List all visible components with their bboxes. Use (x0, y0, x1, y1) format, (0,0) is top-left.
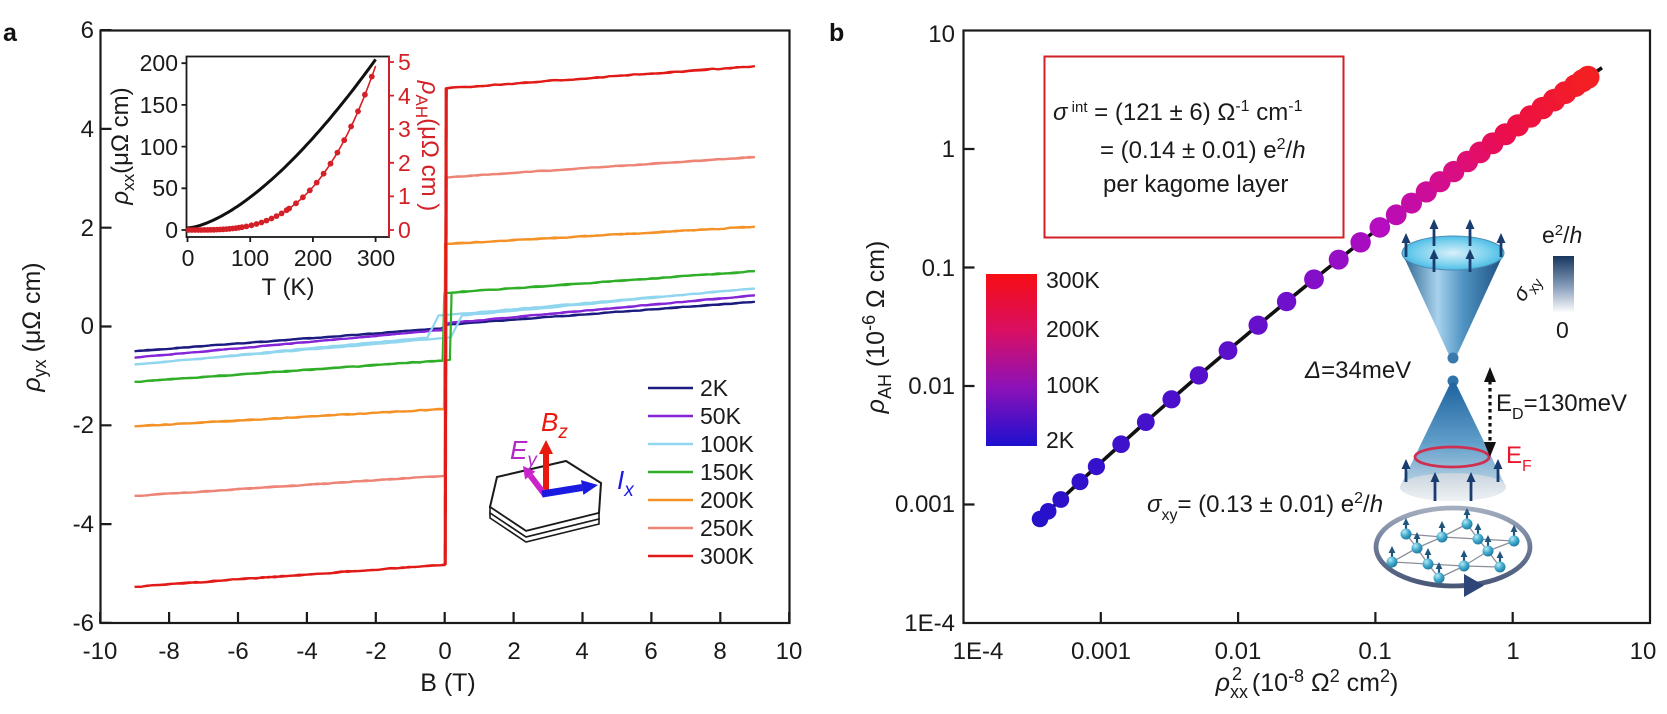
svg-text:4: 4 (81, 116, 94, 143)
svg-text:10: 10 (928, 21, 955, 48)
svg-text:2K: 2K (1046, 427, 1075, 453)
svg-text:ρxx2 (10-8 Ω2 cm2): ρxx2 (10-8 Ω2 cm2) (1215, 664, 1399, 702)
svg-text:100K: 100K (1046, 372, 1100, 398)
svg-text:0.1: 0.1 (1358, 638, 1391, 665)
svg-text:6: 6 (81, 17, 94, 44)
svg-text:300K: 300K (1046, 267, 1100, 293)
svg-text:per kagome layer: per kagome layer (1103, 171, 1288, 198)
svg-text:-4: -4 (73, 511, 94, 538)
svg-text:0: 0 (398, 217, 411, 243)
svg-text:4: 4 (575, 638, 588, 665)
svg-text:200K: 200K (1046, 316, 1100, 342)
svg-text:ρxx(μΩ cm): ρxx(μΩ cm) (107, 87, 138, 205)
svg-text:50: 50 (152, 175, 178, 201)
svg-text:e2/h: e2/h (1542, 222, 1582, 248)
svg-text:300K: 300K (700, 543, 754, 569)
svg-text:150: 150 (140, 92, 178, 118)
svg-text:1E-4: 1E-4 (953, 638, 1004, 665)
svg-text:2K: 2K (700, 375, 729, 401)
svg-text:100: 100 (140, 134, 178, 160)
svg-text:-2: -2 (365, 638, 386, 665)
svg-text:0: 0 (81, 313, 94, 340)
svg-text:σxy= (0.13 ± 0.01) e2/h: σxy= (0.13 ± 0.01) e2/h (1147, 490, 1383, 524)
svg-text:250K: 250K (700, 515, 754, 541)
svg-text:-4: -4 (296, 638, 317, 665)
svg-text:ρAH (10-6 Ω cm): ρAH (10-6 Ω cm) (859, 241, 895, 415)
svg-text:-8: -8 (158, 638, 179, 665)
svg-text:0.001: 0.001 (895, 491, 955, 518)
svg-text:0.001: 0.001 (1071, 638, 1131, 665)
svg-text:100: 100 (231, 245, 269, 271)
svg-text:2: 2 (398, 150, 411, 176)
svg-text:300: 300 (357, 245, 395, 271)
svg-text:Δ=34meV: Δ=34meV (1304, 357, 1411, 384)
svg-text:3: 3 (398, 116, 411, 142)
svg-text:0.01: 0.01 (1215, 638, 1262, 665)
svg-text:6: 6 (644, 638, 657, 665)
svg-text:a: a (3, 19, 18, 47)
svg-text:-6: -6 (73, 610, 94, 637)
svg-text:ρyx (μΩ cm): ρyx (μΩ cm) (18, 262, 50, 392)
svg-text:1: 1 (398, 183, 411, 209)
svg-text:150K: 150K (700, 459, 754, 485)
svg-text:0: 0 (1556, 317, 1569, 343)
svg-text:200: 200 (140, 50, 178, 76)
svg-text:0: 0 (165, 217, 178, 243)
svg-text:b: b (829, 19, 844, 47)
svg-text:-6: -6 (227, 638, 248, 665)
svg-text:σ int = (121 ± 6) Ω-1 cm-1: σ int = (121 ± 6) Ω-1 cm-1 (1053, 98, 1303, 126)
svg-text:10: 10 (1630, 638, 1657, 665)
svg-text:5: 5 (398, 49, 411, 75)
svg-text:4: 4 (398, 83, 411, 109)
svg-text:T (K): T (K) (262, 274, 315, 301)
svg-text:ρAH(μΩ cm ): ρAH(μΩ cm ) (412, 80, 443, 211)
svg-text:0: 0 (438, 638, 451, 665)
svg-text:-2: -2 (73, 412, 94, 439)
svg-text:200K: 200K (700, 487, 754, 513)
svg-text:100K: 100K (700, 431, 754, 457)
svg-text:2: 2 (507, 638, 520, 665)
svg-text:8: 8 (713, 638, 726, 665)
svg-text:0.01: 0.01 (908, 373, 955, 400)
svg-text:200: 200 (294, 245, 332, 271)
svg-text:0: 0 (182, 245, 195, 271)
svg-text:10: 10 (776, 638, 803, 665)
svg-text:1: 1 (1506, 638, 1519, 665)
svg-text:B (T): B (T) (420, 669, 476, 697)
svg-text:1E-4: 1E-4 (904, 610, 955, 637)
svg-text:-10: -10 (83, 638, 118, 665)
svg-text:50K: 50K (700, 403, 742, 429)
svg-text:0.1: 0.1 (922, 255, 955, 282)
svg-text:1: 1 (942, 136, 955, 163)
svg-text:= (0.14 ± 0.01) e2/h: = (0.14 ± 0.01) e2/h (1100, 136, 1306, 164)
svg-text:2: 2 (81, 215, 94, 242)
